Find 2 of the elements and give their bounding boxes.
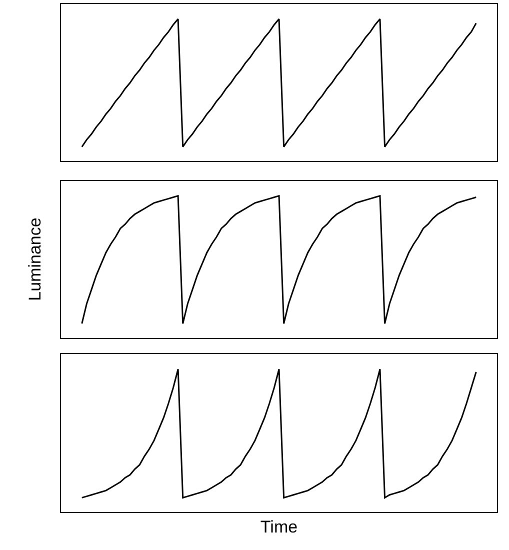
x-axis-title: Time [260, 518, 298, 536]
y-axis-title: Luminance [25, 218, 44, 301]
